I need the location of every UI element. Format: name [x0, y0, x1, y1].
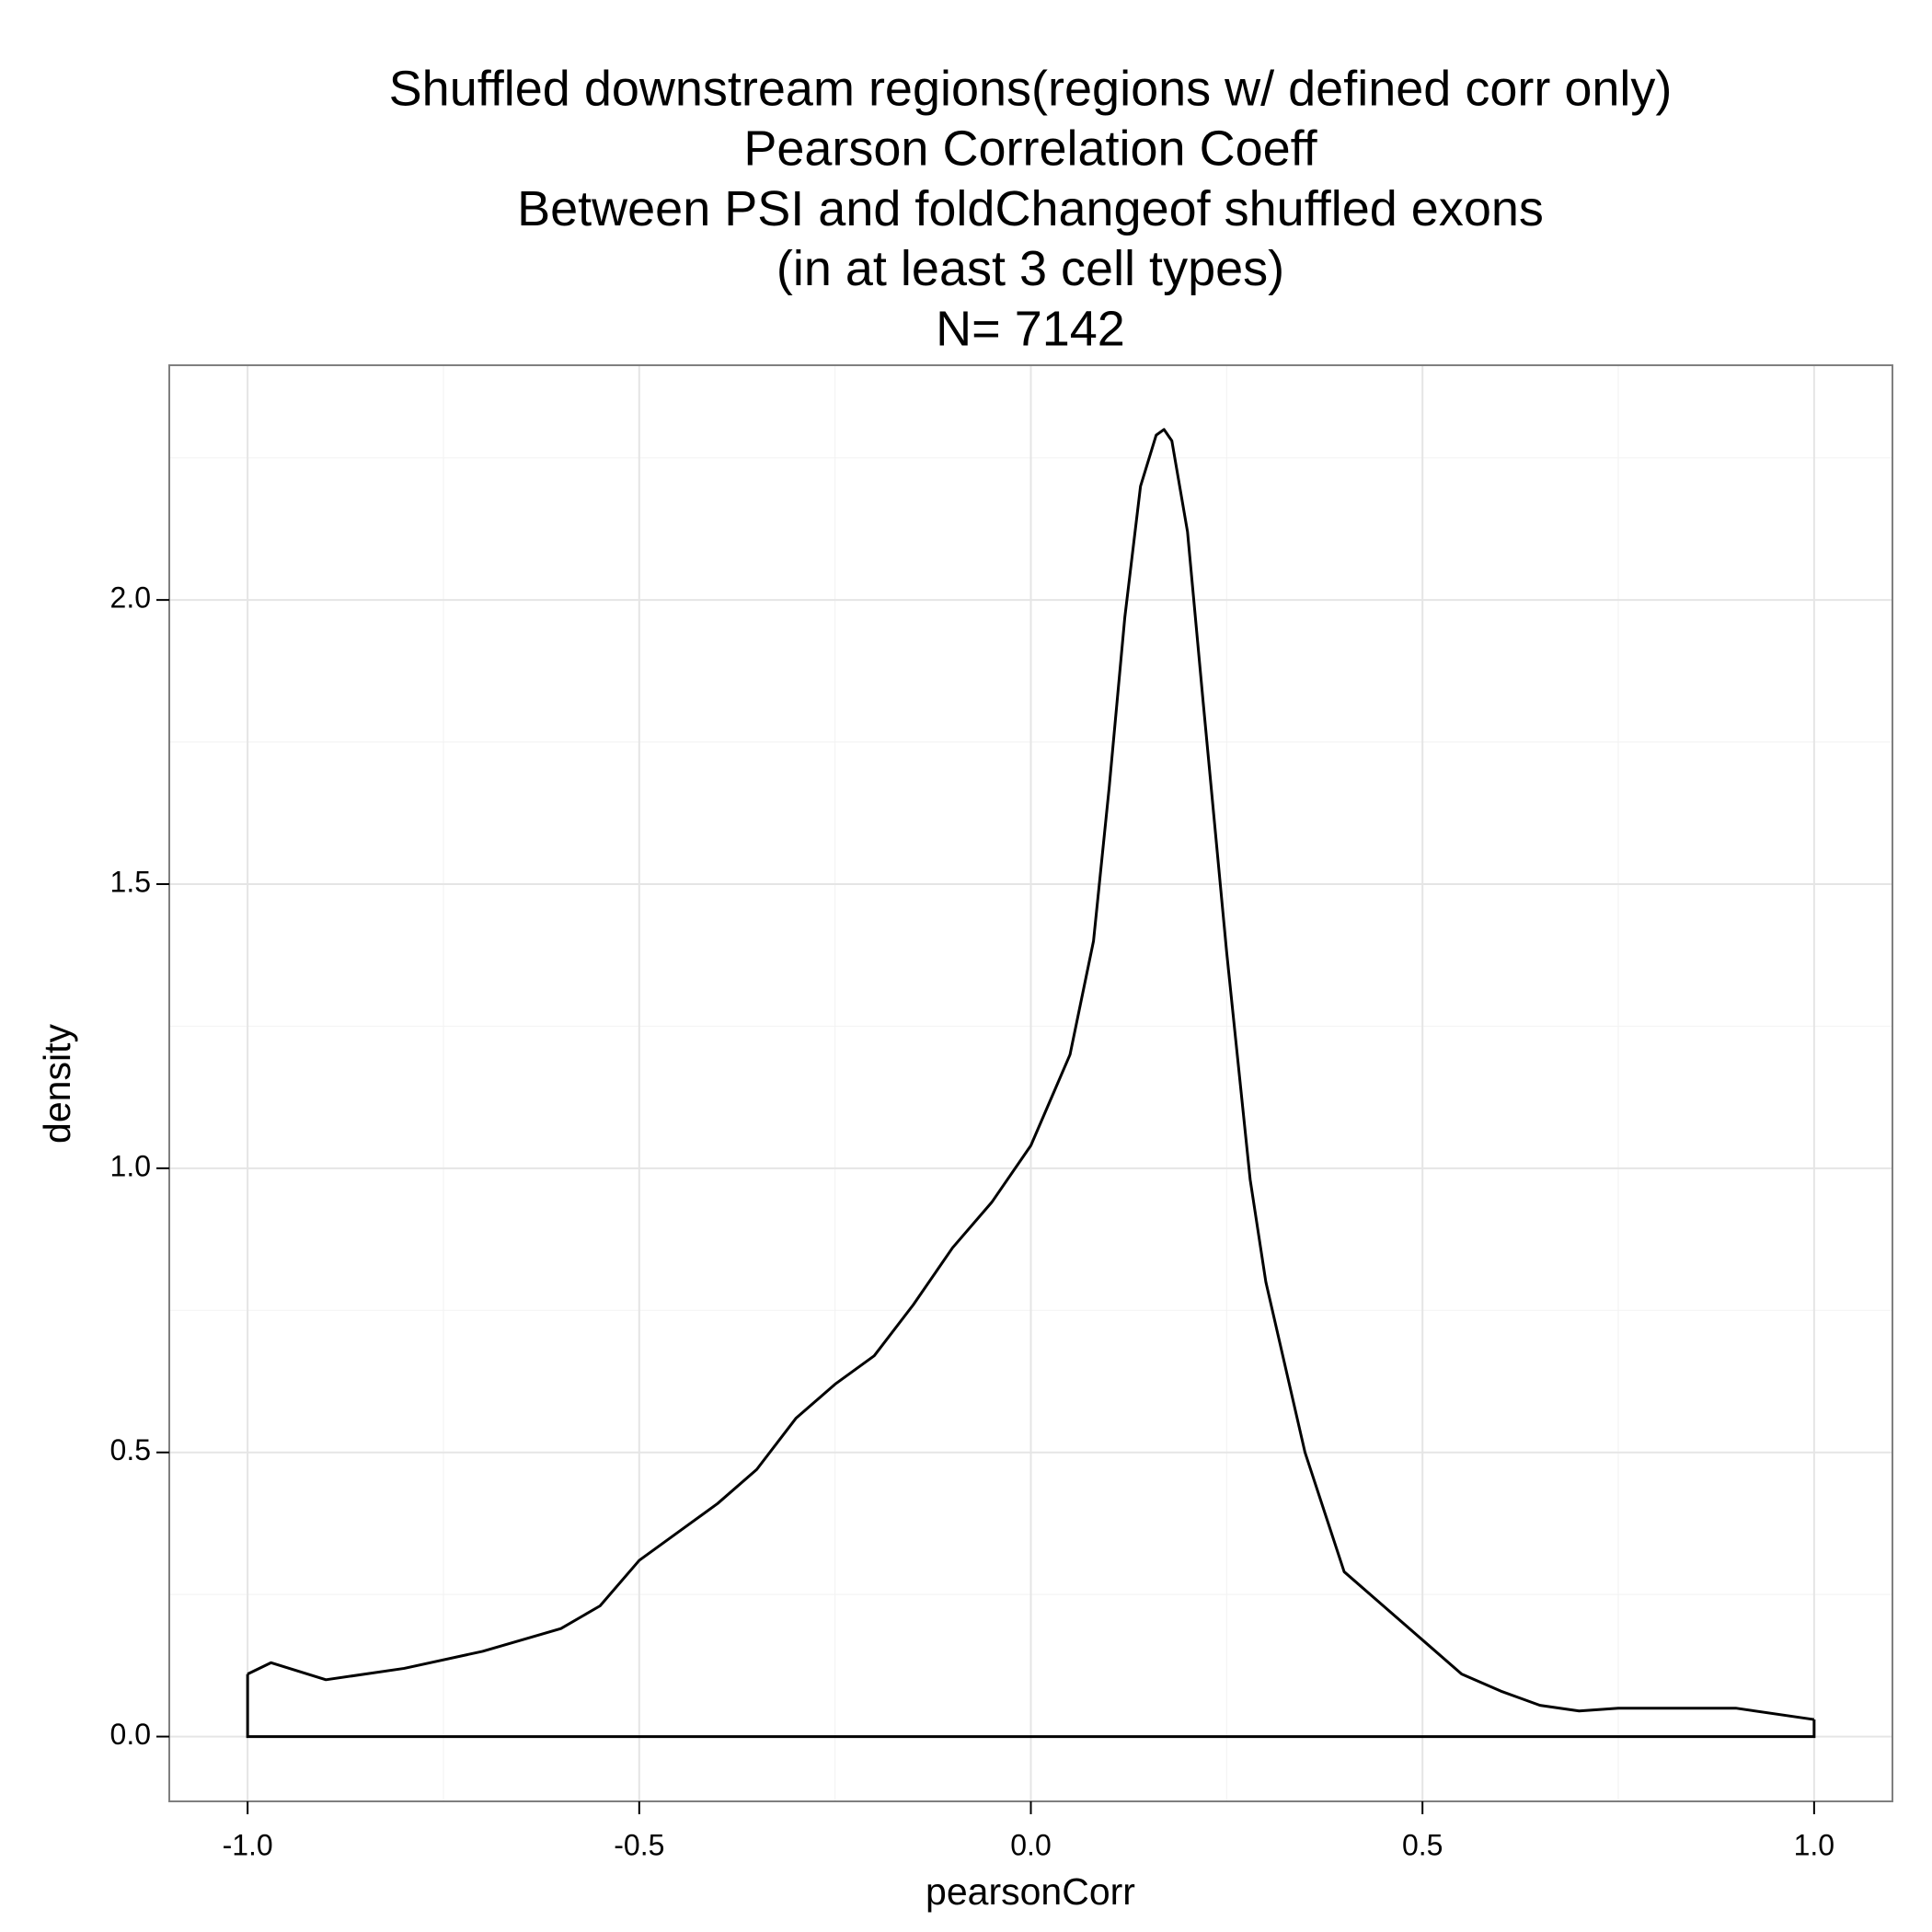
y-axis-label: density — [36, 1024, 78, 1144]
density-line — [247, 428, 1815, 1721]
chart-title: N= 7142 — [936, 301, 1125, 356]
x-tick-label: 0.5 — [1402, 1828, 1443, 1861]
density-outline — [246, 1673, 1816, 1739]
x-tick-label: -0.5 — [614, 1828, 664, 1861]
marks — [246, 428, 1816, 1739]
y-tick-label: 1.5 — [110, 865, 151, 898]
chart-title: Pearson Correlation Coeff — [743, 121, 1317, 177]
x-axis-label: pearsonCorr — [926, 1870, 1135, 1913]
title-group: Shuffled downstream regions(regions w/ d… — [389, 61, 1673, 356]
y-tick-label: 0.0 — [110, 1718, 151, 1751]
chart-title: Between PSI and foldChangeof shuffled ex… — [517, 181, 1544, 236]
y-tick-label: 2.0 — [110, 581, 151, 615]
chart-title: (in at least 3 cell types) — [776, 241, 1284, 296]
x-tick-label: 1.0 — [1794, 1828, 1834, 1861]
y-tick-label: 1.0 — [110, 1149, 151, 1182]
chart-title: Shuffled downstream regions(regions w/ d… — [389, 61, 1673, 116]
x-tick-label: -1.0 — [223, 1828, 273, 1861]
y-tick-label: 0.5 — [110, 1433, 151, 1466]
x-tick-label: 0.0 — [1010, 1828, 1051, 1861]
